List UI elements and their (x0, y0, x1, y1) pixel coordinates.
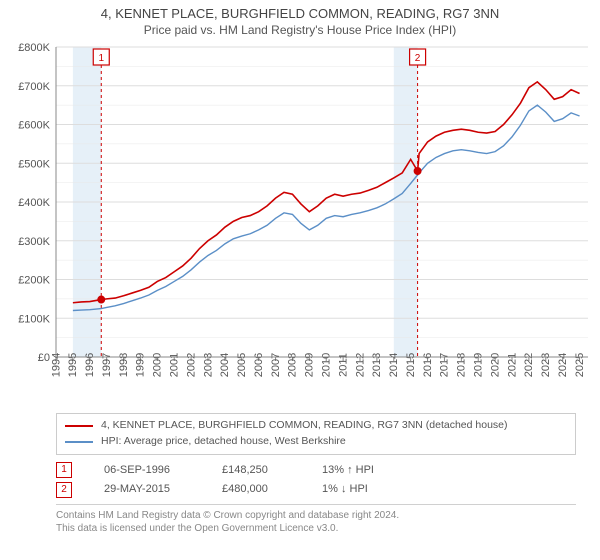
svg-text:£200K: £200K (18, 275, 50, 287)
svg-text:2: 2 (415, 53, 421, 64)
svg-text:2006: 2006 (253, 353, 265, 377)
svg-text:2010: 2010 (321, 353, 333, 377)
sale-delta: 13% ↑ HPI (322, 461, 402, 481)
legend-swatch-red (65, 425, 93, 427)
svg-text:1: 1 (98, 53, 104, 64)
svg-text:2008: 2008 (287, 353, 299, 377)
svg-text:2020: 2020 (489, 353, 501, 377)
sale-date: 29-MAY-2015 (92, 480, 202, 500)
svg-text:2007: 2007 (270, 353, 282, 377)
svg-text:2003: 2003 (202, 353, 214, 377)
svg-text:2000: 2000 (152, 353, 164, 377)
legend-swatch-blue (65, 441, 93, 443)
sale-row: 2 29-MAY-2015 £480,000 1% ↓ HPI (56, 480, 576, 500)
svg-text:2005: 2005 (236, 353, 248, 377)
title-line-2: Price paid vs. HM Land Registry's House … (0, 23, 600, 37)
svg-text:2013: 2013 (371, 353, 383, 377)
svg-text:£100K: £100K (18, 313, 50, 325)
svg-text:1998: 1998 (118, 353, 130, 377)
svg-text:£500K: £500K (18, 158, 50, 170)
svg-text:£700K: £700K (18, 81, 50, 93)
title-line-1: 4, KENNET PLACE, BURGHFIELD COMMON, READ… (0, 6, 600, 21)
chart-container: £0 £100K £200K £300K £400K £500K £600K £700K £80… (0, 41, 600, 411)
chart-title-block: 4, KENNET PLACE, BURGHFIELD COMMON, READ… (0, 0, 600, 41)
svg-text:2019: 2019 (473, 353, 485, 377)
svg-text:2022: 2022 (523, 353, 535, 377)
svg-text:£400K: £400K (18, 197, 50, 209)
sales-table: 1 06-SEP-1996 £148,250 13% ↑ HPI 2 29-MA… (56, 461, 576, 501)
svg-text:2016: 2016 (422, 353, 434, 377)
svg-text:2002: 2002 (185, 353, 197, 377)
svg-text:£600K: £600K (18, 120, 50, 132)
sale-price: £480,000 (222, 480, 302, 500)
svg-text:2001: 2001 (169, 353, 181, 377)
svg-text:2017: 2017 (439, 353, 451, 377)
legend-item-hpi: HPI: Average price, detached house, West… (65, 434, 567, 450)
svg-text:1995: 1995 (67, 353, 79, 377)
sale-marker-icon: 2 (56, 482, 72, 498)
svg-text:£800K: £800K (18, 42, 50, 54)
sale-row: 1 06-SEP-1996 £148,250 13% ↑ HPI (56, 461, 576, 481)
sale-marker-icon: 1 (56, 462, 72, 478)
legend-item-price-paid: 4, KENNET PLACE, BURGHFIELD COMMON, READ… (65, 418, 567, 434)
svg-text:2012: 2012 (354, 353, 366, 377)
sale-price: £148,250 (222, 461, 302, 481)
sale-delta: 1% ↓ HPI (322, 480, 402, 500)
svg-text:2009: 2009 (304, 353, 316, 377)
legend: 4, KENNET PLACE, BURGHFIELD COMMON, READ… (56, 413, 576, 455)
svg-text:2015: 2015 (405, 353, 417, 377)
footer-line-1: Contains HM Land Registry data © Crown c… (56, 509, 576, 522)
svg-text:2004: 2004 (219, 353, 231, 377)
footer-line-2: This data is licensed under the Open Gov… (56, 522, 576, 535)
legend-label: HPI: Average price, detached house, West… (101, 434, 346, 450)
svg-text:2021: 2021 (506, 353, 518, 377)
svg-text:2014: 2014 (388, 353, 400, 377)
svg-text:1997: 1997 (101, 353, 113, 377)
svg-text:£0: £0 (38, 352, 50, 364)
svg-text:2025: 2025 (574, 353, 586, 377)
svg-text:2023: 2023 (540, 353, 552, 377)
footer: Contains HM Land Registry data © Crown c… (56, 509, 576, 535)
divider (56, 504, 576, 505)
svg-text:2018: 2018 (456, 353, 468, 377)
sale-date: 06-SEP-1996 (92, 461, 202, 481)
price-chart: £0 £100K £200K £300K £400K £500K £600K £700K £80… (0, 41, 600, 411)
svg-text:2024: 2024 (557, 353, 569, 377)
svg-text:1996: 1996 (84, 353, 96, 377)
svg-text:£300K: £300K (18, 236, 50, 248)
svg-text:1999: 1999 (135, 353, 147, 377)
legend-label: 4, KENNET PLACE, BURGHFIELD COMMON, READ… (101, 418, 508, 434)
